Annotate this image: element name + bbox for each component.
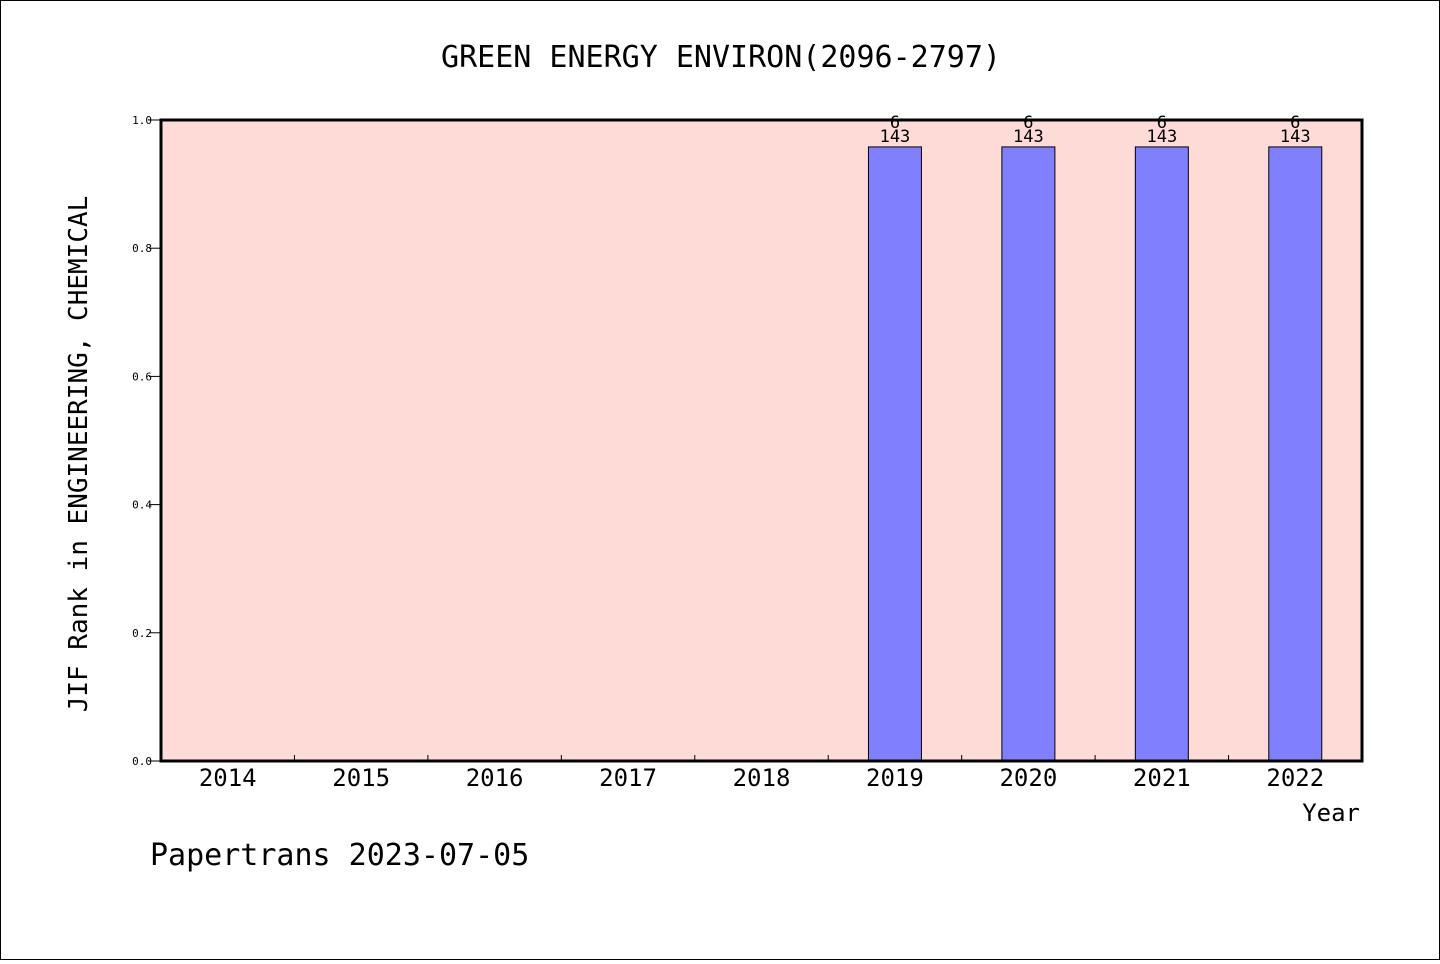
x-tick-label: 2014 [199,764,257,792]
bar-label-2021: 6 143 [1146,113,1177,147]
x-tick-label: 2018 [733,764,791,792]
bar-2021 [1134,146,1189,762]
bar-2020 [1001,146,1056,762]
y-tick-label: 0.8 [132,242,152,255]
y-tick-label: 1.0 [132,114,152,127]
chart-title: GREEN ENERGY ENVIRON(2096-2797) [441,40,1001,75]
y-axis: 0.0 0.2 0.4 0.6 0.8 1.0 [132,114,161,768]
bar-label-2019: 6 143 [880,113,911,147]
bar-label-2022: 6 143 [1280,113,1311,147]
y-axis-label: JIF Rank in ENGINEERING, CHEMICAL [64,196,94,713]
bar-labels-group: 6 143 6 143 6 143 6 143 [880,113,1311,147]
y-tick-label: 0.2 [132,627,152,640]
x-tick-label: 2021 [1133,764,1191,792]
y-tick-label: 0.4 [132,499,152,512]
x-tick-label: 2022 [1266,764,1324,792]
plot-border [159,118,1364,763]
x-tick-label: 2016 [466,764,524,792]
x-tick-label: 2019 [866,764,924,792]
bars-group [867,146,1323,762]
footer-caption: Papertrans 2023-07-05 [150,838,529,873]
x-tick-label: 2017 [599,764,657,792]
bar-2022 [1268,146,1323,762]
x-tick-label: 2020 [999,764,1057,792]
x-axis: 2014 2015 2016 2017 2018 2019 2020 2021 2022 [199,755,1324,792]
bar-label-2020: 6 143 [1013,113,1044,147]
x-tick-label: 2015 [332,764,390,792]
y-tick-label: 0.6 [132,370,152,383]
bar-2019 [867,146,922,762]
y-tick-label: 0.0 [132,755,152,768]
x-axis-label: Year [1302,799,1360,827]
